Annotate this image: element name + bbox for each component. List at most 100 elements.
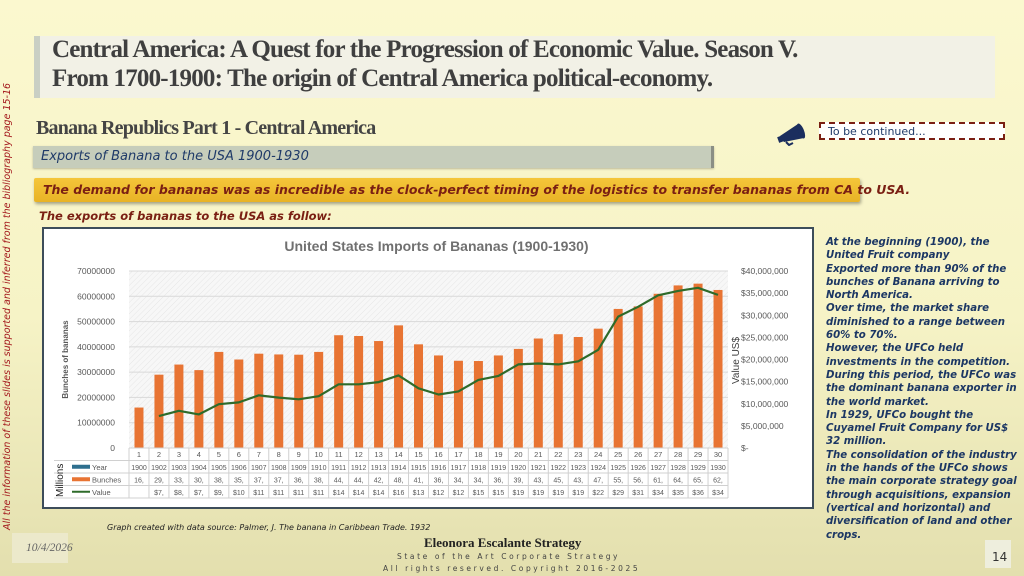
side-note: All the information of these slides is s… <box>2 82 13 530</box>
y2-tick-label: $40,000,000 <box>741 266 789 276</box>
brand-tagline: State of the Art Corporate Strategy <box>397 552 621 561</box>
y-tick-label: 10000000 <box>77 418 115 428</box>
y-tick-label: 60000000 <box>77 291 115 301</box>
table-cell: 61, <box>653 477 663 484</box>
table-cell: $11 <box>313 490 324 497</box>
table-cell: 41, <box>414 477 424 484</box>
y-tick-label: 40000000 <box>77 342 115 352</box>
bar-bunches <box>354 335 364 448</box>
x-tick-label: 29 <box>694 450 702 459</box>
headline-text: The demand for bananas was as incredible… <box>43 182 911 197</box>
bar-bunches <box>314 351 324 448</box>
table-cell: 1913 <box>371 465 387 472</box>
table-cell: $15 <box>473 490 485 497</box>
table-cell: 1916 <box>431 465 447 472</box>
table-cell: 65, <box>693 477 703 484</box>
x-tick-label: 11 <box>335 450 343 459</box>
bar-bunches <box>394 325 404 448</box>
x-tick-label: 12 <box>354 450 362 459</box>
y-tick-label: 20000000 <box>77 392 115 402</box>
table-cell: $12 <box>433 490 445 497</box>
table-cell: 1904 <box>191 465 207 472</box>
table-cell: 1921 <box>531 465 547 472</box>
table-cell: $22 <box>592 490 604 497</box>
legend-key-year <box>72 464 90 469</box>
table-cell: $9, <box>214 490 224 497</box>
table-cell: 16, <box>134 477 144 484</box>
x-tick-label: 17 <box>454 450 462 459</box>
bar-bunches <box>154 374 164 448</box>
y-tick-label: 30000000 <box>77 367 115 377</box>
table-cell: $34 <box>652 490 664 497</box>
table-cell: 36, <box>494 477 504 484</box>
slide-date: 10/4/2026 <box>26 542 73 554</box>
brand-name: Eleonora Escalante Strategy <box>424 535 582 550</box>
table-cell: 34, <box>454 477 464 484</box>
bar-bunches <box>553 334 563 448</box>
y2-tick-label: $- <box>741 443 749 453</box>
table-cell: $12 <box>453 490 465 497</box>
table-cell: 1926 <box>630 465 646 472</box>
bar-bunches <box>673 285 683 448</box>
section-title: Banana Republics Part 1 - Central Americ… <box>36 117 376 139</box>
table-cell: 1927 <box>650 465 666 472</box>
y2-tick-label: $20,000,000 <box>741 355 789 365</box>
table-units-label: Millions <box>55 464 66 497</box>
commentary-line: During this period, the UFCo was the dom… <box>826 369 1017 408</box>
chart-title: United States Imports of Bananas (1900-1… <box>284 238 588 254</box>
table-cell: 1919 <box>491 465 507 472</box>
x-tick-label: 18 <box>474 450 482 459</box>
commentary-line: However, the UFCo held investments in th… <box>826 343 1011 368</box>
title-band: Central America: A Quest for the Progres… <box>34 36 995 98</box>
x-tick-label: 16 <box>434 450 442 459</box>
table-cell: 1903 <box>171 465 187 472</box>
to-be-continued-box: To be continued... <box>819 122 1005 140</box>
x-tick-label: 30 <box>714 450 722 459</box>
table-cell: $11 <box>273 490 284 497</box>
lead-text: The exports of bananas to the USA as fol… <box>39 209 332 223</box>
x-tick-label: 24 <box>594 450 602 459</box>
table-cell: 1907 <box>251 465 267 472</box>
y2-tick-label: $35,000,000 <box>741 288 789 298</box>
bar-bunches <box>693 283 703 448</box>
table-cell: 55, <box>613 477 623 484</box>
table-cell: 1929 <box>690 465 706 472</box>
y-axis-label: Bunches of bananas <box>61 320 70 399</box>
y2-tick-label: $10,000,000 <box>741 399 789 409</box>
table-cell: $14 <box>353 490 365 497</box>
table-cell: 29, <box>154 477 164 484</box>
table-cell: $16 <box>393 490 405 497</box>
bar-bunches <box>493 355 503 448</box>
legend-key-value <box>72 490 90 493</box>
bar-bunches <box>633 306 643 448</box>
plot-area <box>129 271 728 448</box>
table-cell: 1930 <box>710 465 726 472</box>
table-cell: 33, <box>174 477 184 484</box>
table-cell: 42, <box>374 477 384 484</box>
table-cell: $19 <box>513 490 525 497</box>
table-cell: $13 <box>413 490 425 497</box>
table-cell: 1920 <box>511 465 527 472</box>
table-cell: 1908 <box>271 465 287 472</box>
headline-banner: The demand for bananas was as incredible… <box>34 178 910 202</box>
table-cell: 43, <box>533 477 543 484</box>
to-be-continued-label: To be continued... <box>828 125 926 138</box>
y2-tick-label: $5,000,000 <box>741 421 784 431</box>
table-cell: 1915 <box>411 465 427 472</box>
bar-bunches <box>234 359 244 448</box>
page-number-box: 14 <box>985 540 1011 568</box>
table-cell: 36, <box>294 477 304 484</box>
y-tick-label: 50000000 <box>77 317 115 327</box>
bar-bunches <box>214 351 224 448</box>
x-tick-label: 25 <box>614 450 622 459</box>
x-tick-label: 13 <box>374 450 382 459</box>
date-box: 10/4/2026 <box>12 533 73 563</box>
bar-bunches <box>533 338 543 448</box>
bar-bunches <box>334 335 344 448</box>
slide-title-line1: Central America: A Quest for the Progres… <box>52 36 798 63</box>
legend-label-bunches: Bunches <box>92 475 121 484</box>
subtitle-band: Exports of Banana to the USA 1900-1930 <box>33 146 714 168</box>
megaphone-icon <box>777 123 806 146</box>
x-tick-label: 28 <box>674 450 682 459</box>
bar-bunches <box>374 341 384 448</box>
